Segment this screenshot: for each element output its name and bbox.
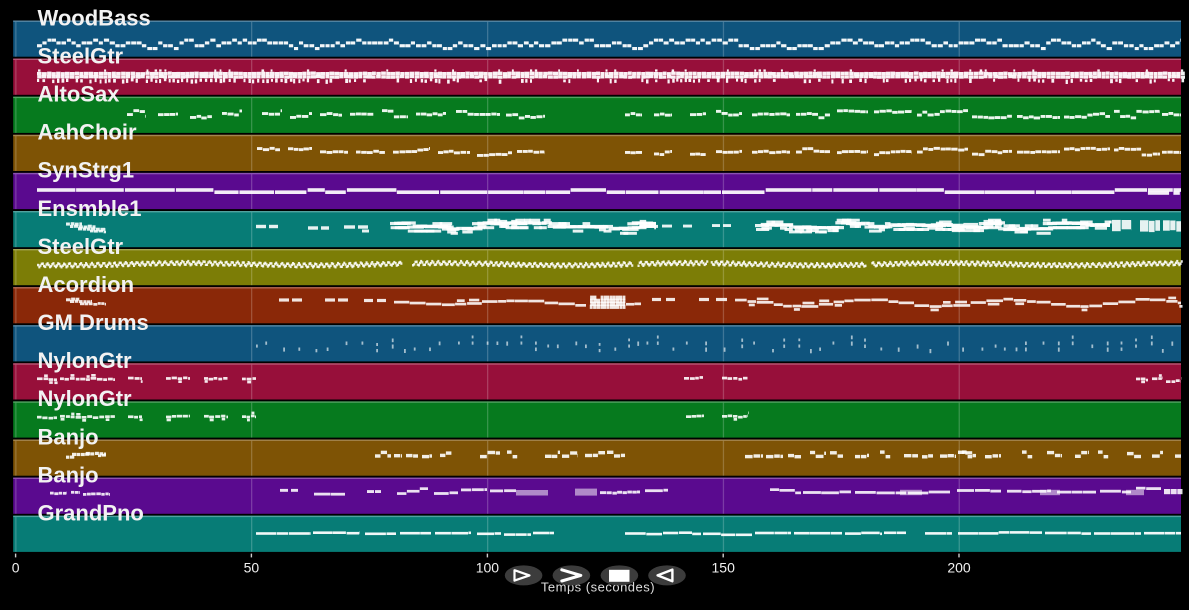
svg-text:SynStrg1: SynStrg1 (38, 158, 135, 183)
svg-text:SteelGtr: SteelGtr (38, 43, 124, 68)
svg-text:Banjo: Banjo (38, 424, 99, 449)
svg-text:GrandPno: GrandPno (38, 501, 144, 526)
svg-text:Ensmble1: Ensmble1 (38, 196, 142, 221)
svg-text:100: 100 (476, 560, 500, 576)
svg-text:150: 150 (712, 560, 736, 576)
svg-text:Banjo: Banjo (38, 462, 99, 487)
svg-text:NylonGtr: NylonGtr (38, 348, 133, 373)
svg-text:50: 50 (244, 560, 260, 576)
svg-text:AltoSax: AltoSax (38, 82, 121, 107)
svg-text:SteelGtr: SteelGtr (38, 234, 124, 259)
svg-text:WoodBass: WoodBass (38, 5, 151, 30)
svg-text:AahChoir: AahChoir (38, 120, 137, 145)
svg-text:0: 0 (12, 560, 20, 576)
svg-text:GM Drums: GM Drums (38, 310, 149, 335)
svg-text:Acordion: Acordion (38, 272, 135, 297)
svg-text:NylonGtr: NylonGtr (38, 386, 133, 411)
svg-text:200: 200 (947, 560, 971, 576)
